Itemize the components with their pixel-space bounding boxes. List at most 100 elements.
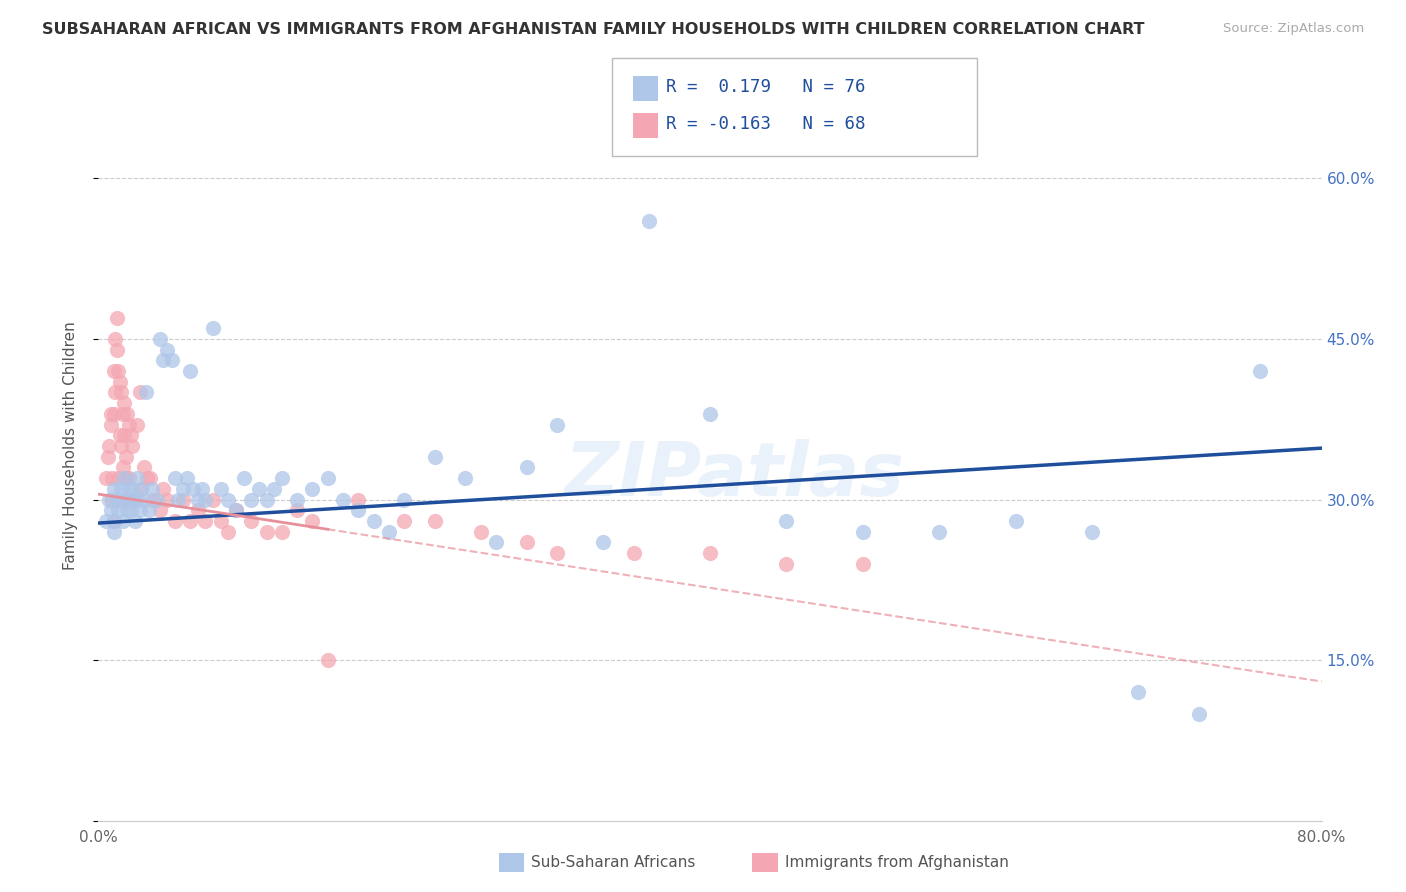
Point xyxy=(118,417,141,432)
Point xyxy=(217,492,239,507)
Point xyxy=(256,492,278,507)
Point xyxy=(138,503,160,517)
Point xyxy=(139,471,162,485)
Point xyxy=(149,503,172,517)
Point xyxy=(209,514,232,528)
Point xyxy=(124,514,146,528)
Text: Immigrants from Afghanistan: Immigrants from Afghanistan xyxy=(785,855,1008,870)
Text: Sub-Saharan Africans: Sub-Saharan Africans xyxy=(531,855,696,870)
Point xyxy=(134,492,156,507)
Point xyxy=(107,471,129,485)
Point xyxy=(129,482,152,496)
Point xyxy=(112,428,135,442)
Point xyxy=(103,482,125,496)
Text: SUBSAHARAN AFRICAN VS IMMIGRANTS FROM AFGHANISTAN FAMILY HOUSEHOLDS WITH CHILDRE: SUBSAHARAN AFRICAN VS IMMIGRANTS FROM AF… xyxy=(42,22,1144,37)
Point xyxy=(187,492,209,507)
Point xyxy=(128,503,150,517)
Point xyxy=(485,535,508,549)
Point xyxy=(240,492,263,507)
Point xyxy=(117,503,139,517)
Point xyxy=(122,492,145,507)
Point xyxy=(110,482,132,496)
Point xyxy=(97,450,120,464)
Point xyxy=(1004,514,1026,528)
Point xyxy=(775,514,797,528)
Point xyxy=(167,492,190,507)
Point xyxy=(103,514,125,528)
Point xyxy=(104,332,127,346)
Point xyxy=(285,492,308,507)
Point xyxy=(103,364,125,378)
Point xyxy=(125,471,148,485)
Point xyxy=(111,514,134,528)
Point xyxy=(94,514,117,528)
Point xyxy=(108,428,131,442)
Point xyxy=(546,417,568,432)
Text: Source: ZipAtlas.com: Source: ZipAtlas.com xyxy=(1223,22,1364,36)
Point xyxy=(110,385,132,400)
Point xyxy=(110,492,132,507)
Point xyxy=(105,310,128,325)
Point xyxy=(516,535,538,549)
Point xyxy=(172,482,194,496)
Point xyxy=(347,503,370,517)
Point xyxy=(852,524,875,539)
Point xyxy=(98,439,121,453)
Point xyxy=(1188,706,1211,721)
Point xyxy=(775,557,797,571)
Point xyxy=(392,492,416,507)
Point xyxy=(347,492,370,507)
Point xyxy=(103,524,125,539)
Point xyxy=(118,482,141,496)
Point xyxy=(152,353,174,368)
Point xyxy=(1128,685,1150,699)
Point xyxy=(100,417,122,432)
Point xyxy=(423,450,446,464)
Point xyxy=(316,471,339,485)
Point xyxy=(105,492,128,507)
Point xyxy=(118,492,141,507)
Point xyxy=(145,492,167,507)
Point xyxy=(141,482,163,496)
Point xyxy=(332,492,354,507)
Point xyxy=(699,407,721,421)
Point xyxy=(112,396,135,410)
Point xyxy=(100,503,122,517)
Point xyxy=(172,492,194,507)
Point xyxy=(117,407,139,421)
Point xyxy=(516,460,538,475)
Point xyxy=(98,492,121,507)
Point xyxy=(163,471,186,485)
Point xyxy=(247,482,270,496)
Point xyxy=(122,492,145,507)
Point xyxy=(115,492,138,507)
Point xyxy=(94,471,117,485)
Point xyxy=(209,482,232,496)
Point xyxy=(101,471,124,485)
Point xyxy=(156,343,179,357)
Point xyxy=(103,514,125,528)
Point xyxy=(270,524,292,539)
Point xyxy=(316,653,339,667)
Point xyxy=(928,524,950,539)
Point xyxy=(546,546,568,560)
Text: R = -0.163   N = 68: R = -0.163 N = 68 xyxy=(666,115,866,133)
Point xyxy=(392,514,416,528)
Point xyxy=(110,439,132,453)
Point xyxy=(363,514,385,528)
Point xyxy=(103,407,125,421)
Point xyxy=(637,214,661,228)
Point xyxy=(181,482,204,496)
Point xyxy=(217,524,239,539)
Point xyxy=(101,492,124,507)
Point xyxy=(699,546,721,560)
Point xyxy=(378,524,401,539)
Point xyxy=(112,471,135,485)
Point xyxy=(256,524,278,539)
Point xyxy=(852,557,875,571)
Point xyxy=(120,503,142,517)
Point xyxy=(104,385,127,400)
Point xyxy=(225,503,247,517)
Point xyxy=(194,492,217,507)
Point xyxy=(134,460,156,475)
